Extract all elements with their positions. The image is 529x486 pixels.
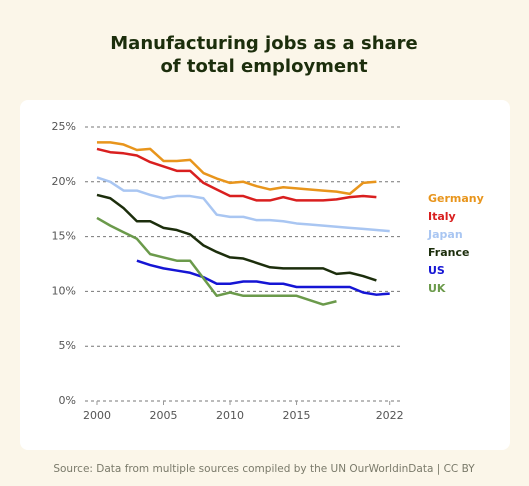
legend-label: Germany <box>428 192 484 205</box>
x-tick-label: 2022 <box>376 409 404 422</box>
legend-label: France <box>428 246 469 259</box>
x-tick-label: 2000 <box>83 409 111 422</box>
y-tick-label: 20% <box>52 175 76 188</box>
y-tick-label: 5% <box>59 339 76 352</box>
y-tick-label: 0% <box>59 394 76 407</box>
series-line <box>136 259 390 296</box>
y-tick-label: 25% <box>52 120 76 133</box>
legend-label: Japan <box>427 228 463 241</box>
legend-label: Italy <box>428 210 456 223</box>
plot-panel <box>20 100 510 450</box>
x-tick-label: 2015 <box>283 409 311 422</box>
series-line <box>96 176 390 233</box>
chart-title: of total employment <box>160 56 368 77</box>
y-tick-label: 10% <box>52 284 76 297</box>
series-line <box>96 193 377 282</box>
x-tick-label: 2005 <box>150 409 178 422</box>
series-line <box>96 147 377 202</box>
y-tick-label: 15% <box>52 230 76 243</box>
series-line <box>96 141 377 196</box>
chart-title: Manufacturing jobs as a share <box>110 33 417 54</box>
series-line <box>96 216 337 306</box>
legend-label: US <box>428 264 445 277</box>
legend-label: UK <box>428 282 446 295</box>
x-tick-label: 2010 <box>216 409 244 422</box>
source-note: Source: Data from multiple sources compi… <box>53 463 475 475</box>
